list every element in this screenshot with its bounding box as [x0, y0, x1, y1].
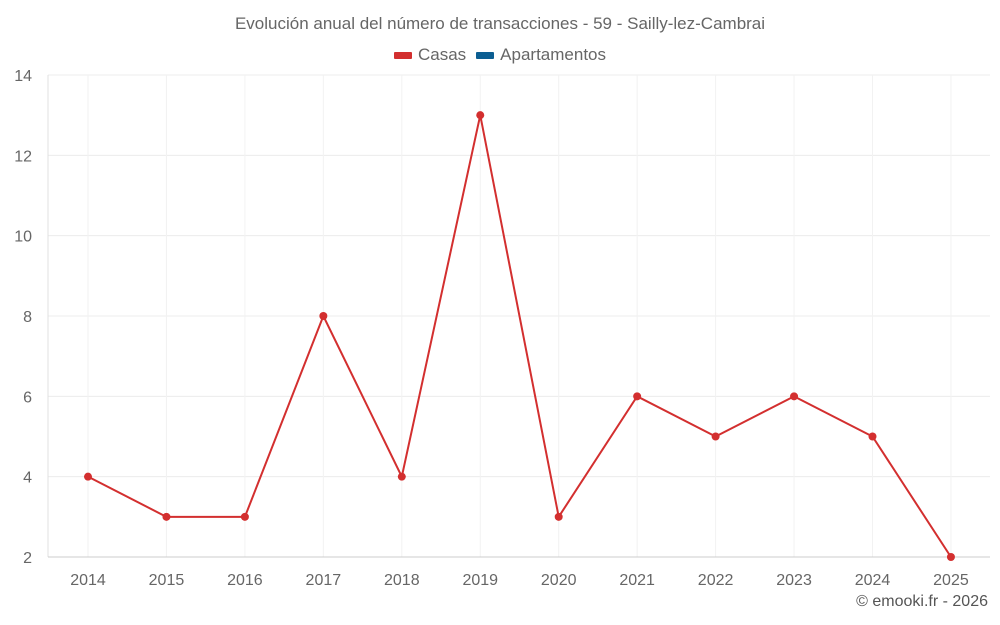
x-tick-label: 2020 [541, 572, 577, 589]
legend-swatch-casas [393, 51, 412, 59]
x-tick-label: 2017 [306, 572, 342, 589]
data-point [240, 512, 249, 521]
data-point [554, 512, 563, 521]
legend-label-casas: Casas [417, 45, 467, 64]
x-tick-label: 2024 [855, 572, 891, 589]
legend-label-apartamentos: Apartamentos [500, 45, 607, 64]
x-tick-label: 2018 [384, 572, 420, 589]
y-tick-label: 12 [14, 148, 32, 165]
x-tick-label: 2023 [776, 572, 812, 589]
series-line-casas [87, 114, 952, 558]
y-tick-label: 10 [14, 229, 32, 246]
data-point [790, 392, 799, 401]
data-point [162, 512, 171, 521]
data-point [319, 312, 328, 320]
y-tick-label: 4 [23, 470, 32, 487]
credit-text: © emooki.fr - 2026 [856, 593, 988, 610]
data-point [868, 432, 877, 441]
legend-swatch-apartamentos [476, 51, 495, 59]
legend-item-apartamentos[interactable]: Apartamentos [476, 45, 606, 65]
x-tick-label: 2025 [933, 572, 969, 589]
y-tick-label: 2 [23, 550, 32, 567]
y-tick-label: 8 [23, 309, 32, 326]
legend-item-casas[interactable]: Casas [393, 45, 467, 65]
chart-title: Evolución anual del número de transaccio… [234, 14, 766, 33]
x-tick-label: 2014 [70, 572, 106, 589]
y-tick-label: 6 [23, 389, 32, 406]
x-tick-label: 2019 [462, 572, 498, 589]
x-tick-label: 2022 [698, 572, 734, 589]
data-point [633, 392, 642, 401]
data-point [711, 432, 720, 441]
data-point [397, 472, 406, 481]
x-tick-label: 2021 [619, 572, 655, 589]
x-tick-label: 2015 [149, 572, 185, 589]
chart-legend: Casas Apartamentos [0, 45, 1000, 65]
data-point [476, 111, 485, 120]
x-tick-label: 2016 [227, 572, 263, 589]
data-point [946, 553, 955, 561]
y-tick-label: 14 [14, 68, 32, 85]
data-point [84, 472, 92, 481]
